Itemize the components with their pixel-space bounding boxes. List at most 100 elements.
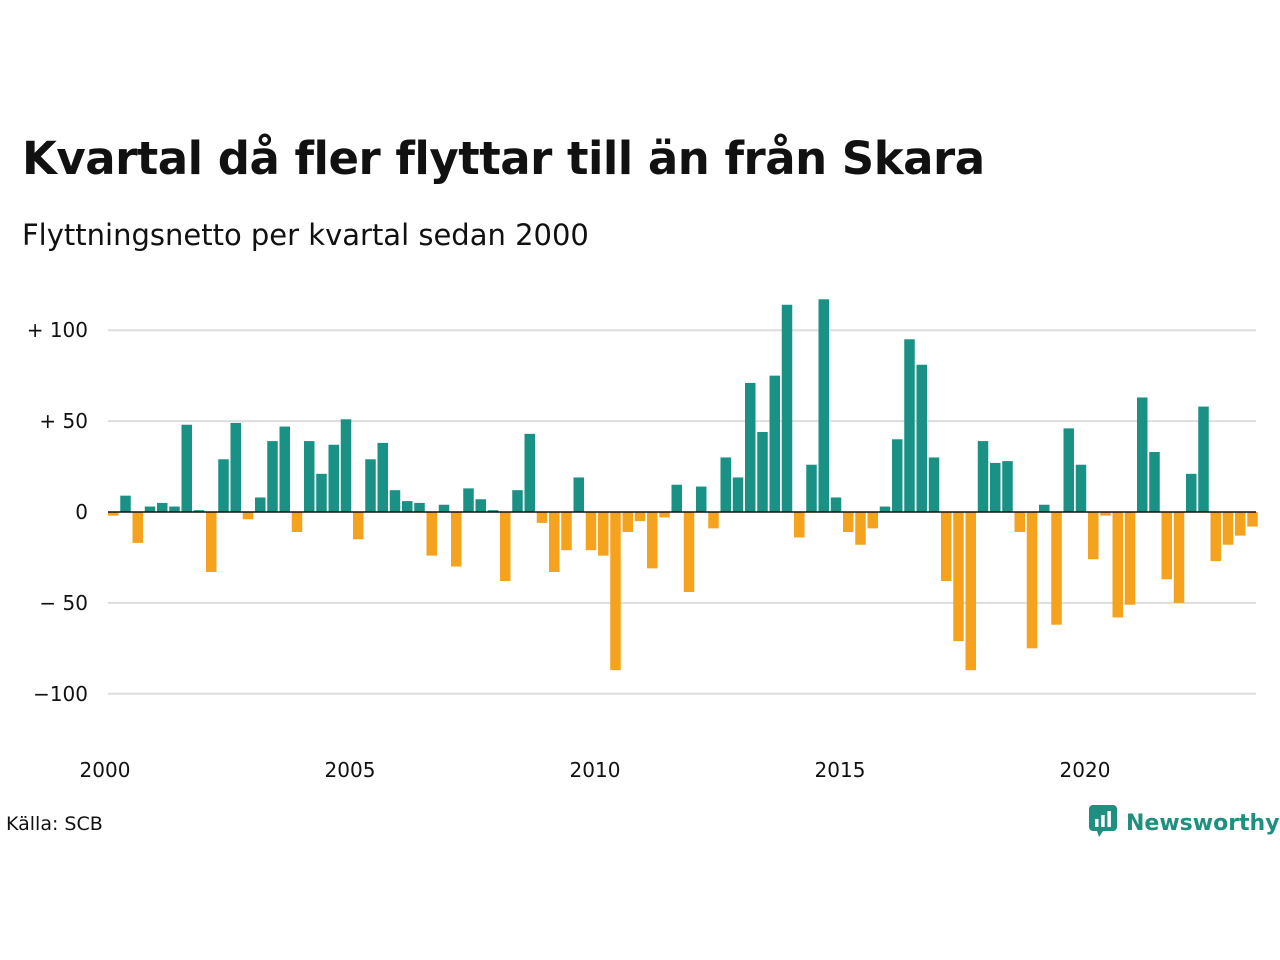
bar <box>438 504 450 512</box>
bar <box>279 426 290 512</box>
bar <box>745 382 756 512</box>
bar <box>830 497 842 512</box>
bar <box>683 512 695 592</box>
bar <box>928 457 940 512</box>
bar <box>1051 512 1062 625</box>
bar <box>340 419 352 512</box>
bar <box>512 490 523 512</box>
bar <box>1026 512 1038 649</box>
bar <box>1112 512 1123 618</box>
bar <box>181 424 192 512</box>
bar <box>426 512 437 556</box>
chart-subtitle: Flyttningsnetto per kvartal sedan 2000 <box>22 218 589 252</box>
bar <box>132 512 143 543</box>
bar <box>414 502 425 512</box>
bar <box>1063 428 1074 512</box>
bar <box>977 441 989 512</box>
bar <box>916 364 927 512</box>
bars <box>108 299 1258 671</box>
brand-logo[interactable]: Newsworthy <box>1088 804 1280 842</box>
bar <box>1075 464 1087 512</box>
bar <box>1210 512 1221 562</box>
bar <box>573 477 584 512</box>
bar <box>794 512 805 538</box>
bar <box>598 512 609 556</box>
x-tick-label: 2005 <box>325 758 376 782</box>
y-tick-label: + 50 <box>39 409 88 433</box>
bar <box>585 512 597 551</box>
bar <box>708 512 719 529</box>
bar <box>965 512 976 671</box>
bar <box>500 512 511 582</box>
bar <box>953 512 964 642</box>
bar <box>120 495 131 512</box>
bar <box>169 506 180 512</box>
bar <box>365 459 376 512</box>
bar <box>1002 461 1013 512</box>
bar <box>304 441 315 512</box>
bar <box>1149 452 1160 512</box>
bar <box>659 512 670 518</box>
bar <box>157 502 168 512</box>
bar <box>1235 512 1246 536</box>
x-tick-label: 2015 <box>815 758 866 782</box>
bar <box>291 512 303 532</box>
bar <box>867 512 878 529</box>
x-tick-label: 2010 <box>570 758 621 782</box>
bar <box>1222 512 1234 545</box>
bar <box>377 442 388 512</box>
bar <box>144 506 156 512</box>
bar <box>475 499 486 512</box>
bar <box>647 512 658 569</box>
brand-name: Newsworthy <box>1126 810 1280 836</box>
bar <box>1198 406 1209 512</box>
bar <box>328 444 339 512</box>
bar <box>536 512 548 523</box>
bar <box>671 484 682 512</box>
bar <box>1161 512 1172 580</box>
bar <box>696 486 707 512</box>
bar <box>463 488 474 512</box>
source-note: Källa: SCB <box>6 813 103 835</box>
y-tick-label: 0 <box>75 500 88 524</box>
bar <box>843 512 854 532</box>
bar <box>879 506 891 512</box>
bar <box>206 512 217 572</box>
bar <box>316 473 327 512</box>
bar <box>1088 512 1099 560</box>
bar <box>549 512 560 572</box>
bar <box>720 457 731 512</box>
bar <box>524 433 535 512</box>
bar <box>402 501 413 512</box>
y-axis-ticks: + 100 + 50 0 − 50 −100 <box>27 318 88 706</box>
bar <box>1186 473 1197 512</box>
bar <box>781 304 793 512</box>
newsworthy-logo-icon <box>1088 804 1118 842</box>
x-tick-label: 2020 <box>1060 758 1111 782</box>
bar <box>451 512 462 567</box>
bar <box>892 439 903 512</box>
bar <box>634 512 646 522</box>
bar <box>622 512 633 532</box>
bar <box>267 441 278 512</box>
chart-title: Kvartal då fler flyttar till än från Ska… <box>22 132 985 185</box>
bar <box>108 512 119 516</box>
bar <box>193 510 205 512</box>
y-tick-label: − 50 <box>39 591 88 615</box>
bar <box>487 510 499 512</box>
bar <box>218 459 229 512</box>
x-axis-ticks: 2000 2005 2010 2015 2020 <box>80 758 1111 782</box>
bar <box>1124 512 1136 605</box>
bar <box>990 462 1001 512</box>
bar <box>353 512 364 540</box>
bar <box>1137 397 1148 512</box>
bar <box>255 497 266 512</box>
bar <box>1173 512 1185 603</box>
bar <box>1014 512 1025 532</box>
bar <box>389 490 401 512</box>
bar <box>610 512 621 671</box>
bar <box>242 512 254 520</box>
bar <box>806 464 817 512</box>
gridlines <box>108 329 1256 695</box>
